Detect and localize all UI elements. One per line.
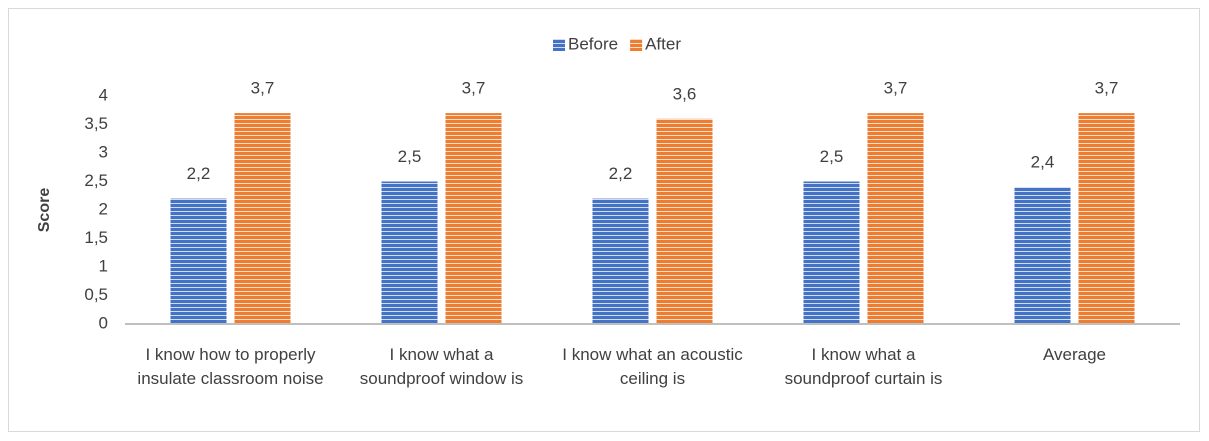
y-tick-label: 4 <box>99 85 108 104</box>
y-tick-label: 2,5 <box>84 171 108 190</box>
bar <box>1078 113 1135 324</box>
bar <box>867 113 924 324</box>
y-axis-label: Score <box>36 188 53 233</box>
data-label: 3,7 <box>462 79 486 98</box>
legend-swatch <box>553 39 565 51</box>
x-tick-label: I know what a soundproof curtain is <box>784 345 943 388</box>
chart-border <box>8 8 1200 432</box>
legend-label: Before <box>568 34 618 53</box>
data-label: 3,7 <box>251 79 275 98</box>
legend-label: After <box>645 34 681 53</box>
bar <box>234 113 291 324</box>
bar <box>381 181 438 324</box>
data-label: 3,6 <box>673 84 697 103</box>
y-tick-label: 2 <box>99 199 108 218</box>
y-tick-label: 0,5 <box>84 285 108 304</box>
x-tick-label: I know what a soundproof window is <box>359 345 524 388</box>
bar <box>1014 187 1071 324</box>
data-label: 2,5 <box>398 147 422 166</box>
y-tick-label: 0 <box>99 313 108 332</box>
x-tick-label: I know what an acoustic ceiling is <box>562 345 743 388</box>
bar <box>170 198 227 324</box>
y-tick-label: 3,5 <box>84 114 108 133</box>
data-label: 2,5 <box>820 147 844 166</box>
y-tick-label: 3 <box>99 142 108 161</box>
legend-swatch <box>630 39 643 51</box>
bar <box>445 113 502 324</box>
x-tick-label: Average <box>1042 345 1106 364</box>
data-label: 2,2 <box>609 164 633 183</box>
data-label: 2,2 <box>187 164 211 183</box>
bar <box>803 181 860 324</box>
x-tick-label: I know how to properly insulate classroo… <box>137 345 324 388</box>
bar <box>656 118 713 324</box>
y-tick-label: 1,5 <box>84 228 108 247</box>
bar <box>592 198 649 324</box>
data-label: 3,7 <box>884 79 908 98</box>
y-tick-label: 1 <box>99 256 108 275</box>
data-label: 3,7 <box>1095 79 1119 98</box>
data-label: 2,4 <box>1031 153 1055 172</box>
